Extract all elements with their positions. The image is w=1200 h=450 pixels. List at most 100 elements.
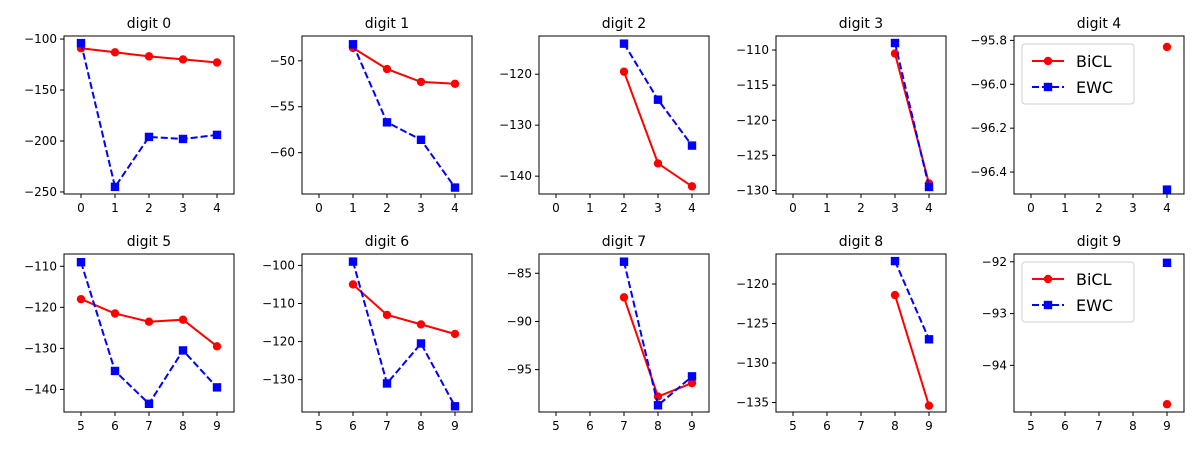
panel-digit-5: digit 5 5 6 7 8 9 −110 −120 −130 −140 — [24, 234, 235, 433]
data-point-ewc — [1162, 258, 1172, 268]
y-tick-label: −100 — [262, 258, 295, 272]
y-tick-label: −120 — [736, 277, 769, 291]
y-tick-label: −110 — [736, 43, 769, 57]
y-tick-label: −110 — [24, 259, 57, 273]
series-line-bicl — [352, 47, 456, 85]
x-tick-label: 6 — [1061, 419, 1069, 433]
data-point-ewc — [619, 257, 629, 266]
data-point-bicl — [382, 310, 392, 320]
y-tick-label: −95.8 — [970, 33, 1007, 47]
x-tick-label: 5 — [789, 419, 797, 433]
x-tick-label: 8 — [891, 419, 899, 433]
y-tick-label: −130 — [736, 356, 769, 370]
y-tick-label: −135 — [736, 396, 769, 410]
data-point-ewc — [619, 39, 629, 48]
data-point-ewc — [416, 339, 426, 348]
y-tick-label: −140 — [24, 382, 57, 396]
x-tick-label: 3 — [654, 201, 662, 215]
y-tick-label: −92 — [982, 255, 1007, 269]
data-point-bicl — [687, 182, 697, 191]
y-tick-label: −94 — [982, 358, 1007, 372]
data-point-bicl — [619, 67, 629, 76]
y-tick-label: −96.4 — [970, 165, 1007, 179]
panel-digit-6: digit 6 5 6 7 8 9 −100 −110 −120 −130 — [262, 234, 473, 433]
x-tick-label: 3 — [891, 201, 899, 215]
y-tick-label: −50 — [270, 54, 295, 68]
panel-title: digit 1 — [365, 16, 409, 32]
x-tick-label: 2 — [383, 201, 391, 215]
x-tick-label: 4 — [1163, 201, 1171, 215]
x-tick-label: 8 — [417, 419, 425, 433]
data-point-ewc — [924, 335, 934, 344]
y-tick-label: −130 — [499, 118, 532, 132]
data-point-ewc — [687, 372, 697, 381]
data-point-ewc — [212, 383, 222, 392]
x-tick-label: 1 — [111, 201, 119, 215]
x-tick-label: 5 — [315, 419, 323, 433]
legend-label: EWC — [1076, 78, 1113, 97]
x-tick-label: 1 — [586, 201, 594, 215]
panel-title: digit 6 — [365, 234, 409, 250]
data-point-ewc — [1162, 185, 1172, 194]
x-tick-label: 0 — [1027, 201, 1035, 215]
series-line-ewc — [80, 261, 218, 406]
x-tick-label: 8 — [654, 419, 662, 433]
y-tick-label: −55 — [270, 100, 295, 114]
x-tick-label: 7 — [145, 419, 153, 433]
x-tick-label: 8 — [179, 419, 187, 433]
y-tick-label: −96.0 — [970, 77, 1007, 91]
data-point-bicl — [890, 290, 900, 300]
data-point-bicl — [348, 280, 358, 289]
x-tick-label: 0 — [315, 201, 323, 215]
axes-frame — [538, 35, 710, 195]
data-point-ewc — [687, 141, 697, 150]
data-point-ewc — [178, 134, 188, 144]
y-tick-label: −130 — [262, 373, 295, 387]
panel-title: digit 4 — [1077, 16, 1121, 32]
y-tick-label: −110 — [262, 296, 295, 310]
x-tick-label: 4 — [688, 201, 696, 215]
panel-title: digit 8 — [839, 234, 883, 250]
data-point-ewc — [890, 256, 900, 266]
x-tick-label: 6 — [823, 419, 831, 433]
series-line-ewc — [623, 261, 693, 408]
y-tick-label: −120 — [499, 67, 532, 81]
data-point-bicl — [416, 77, 426, 87]
y-tick-label: −120 — [262, 335, 295, 349]
x-tick-label: 4 — [213, 201, 221, 215]
x-tick-label: 5 — [77, 419, 85, 433]
x-tick-label: 1 — [823, 201, 831, 215]
data-point-bicl — [416, 320, 426, 329]
legend-label: EWC — [1076, 296, 1113, 315]
x-tick-label: 9 — [451, 419, 459, 433]
panel-digit-2: digit 2 0 1 2 3 4 −120 −130 −140 — [499, 16, 710, 215]
y-tick-label: −115 — [736, 78, 769, 92]
x-tick-label: 3 — [417, 201, 425, 215]
legend: BiCL EWC — [1021, 43, 1135, 105]
data-point-bicl — [924, 401, 934, 410]
data-point-ewc — [416, 135, 426, 145]
x-tick-label: 9 — [213, 419, 221, 433]
legend-marker-ewc — [1043, 300, 1053, 310]
series-line-ewc — [352, 261, 456, 407]
x-tick-label: 5 — [552, 419, 560, 433]
x-tick-label: 4 — [451, 201, 459, 215]
x-tick-label: 8 — [1129, 419, 1137, 433]
data-point-bicl — [144, 317, 154, 326]
data-point-bicl — [110, 309, 120, 318]
data-point-bicl — [110, 48, 120, 57]
x-tick-label: 4 — [925, 201, 933, 215]
legend-marker-bicl — [1043, 274, 1053, 284]
series-line-ewc — [894, 42, 930, 188]
panel-title: digit 5 — [127, 234, 171, 250]
data-point-ewc — [653, 401, 663, 410]
data-point-ewc — [450, 402, 460, 411]
series-line-ewc — [894, 260, 930, 340]
x-tick-label: 3 — [1129, 201, 1137, 215]
x-tick-label: 9 — [925, 419, 933, 433]
panel-digit-3: digit 3 0 1 2 3 4 −110 −115 −120 −125 −130 — [736, 16, 947, 215]
x-tick-label: 1 — [349, 201, 357, 215]
data-point-bicl — [178, 55, 188, 64]
data-point-ewc — [382, 118, 392, 127]
x-tick-label: 7 — [383, 419, 391, 433]
